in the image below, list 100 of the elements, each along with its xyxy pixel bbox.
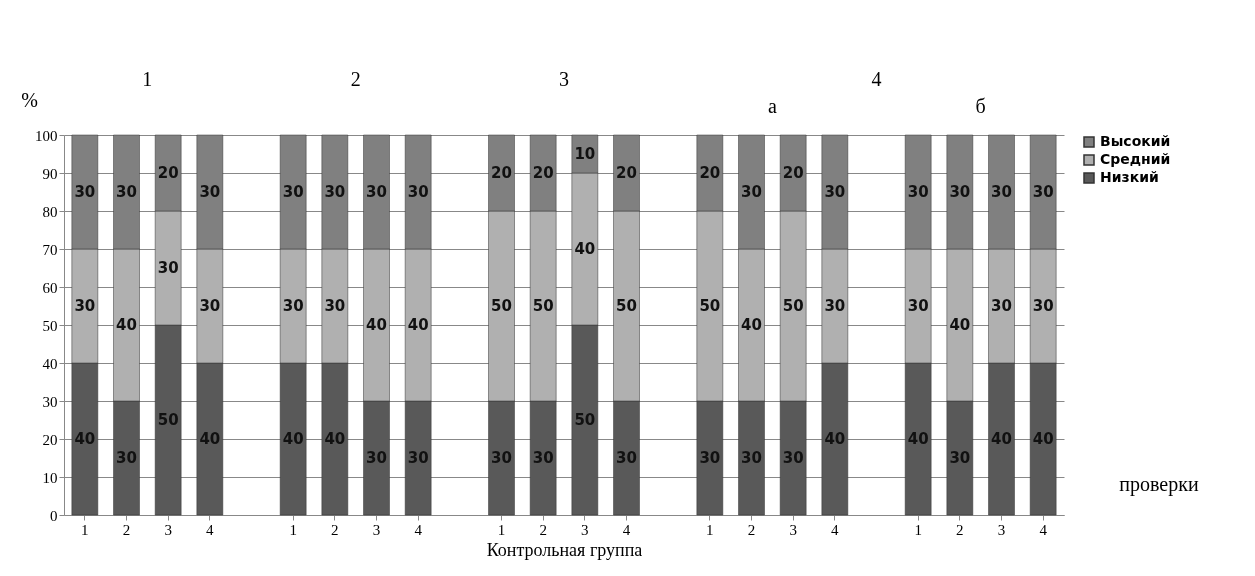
y-tick-label: 80 xyxy=(42,203,58,220)
data-label: 30 xyxy=(407,449,429,467)
y-axis-title: % xyxy=(21,88,38,111)
x-tick-label: 1 xyxy=(706,521,714,538)
data-label: 40 xyxy=(324,430,346,448)
data-label: 30 xyxy=(366,183,387,201)
data-label: 50 xyxy=(532,297,554,315)
y-tick-label: 20 xyxy=(42,431,58,448)
x-tick-label: 1 xyxy=(81,521,89,538)
y-tick-label: 50 xyxy=(42,317,58,334)
x-tick-label: 3 xyxy=(997,521,1006,538)
y-tick-label: 30 xyxy=(42,393,58,410)
data-label: 30 xyxy=(324,297,346,315)
data-label: 40 xyxy=(74,430,96,448)
y-tick-label: 10 xyxy=(42,469,58,486)
data-label: 20 xyxy=(532,164,554,182)
data-label: 30 xyxy=(74,183,96,201)
data-label: 20 xyxy=(616,164,637,182)
data-label: 50 xyxy=(157,411,179,429)
y-tick-label: 70 xyxy=(42,241,58,258)
y-tick-label: 90 xyxy=(42,165,58,182)
data-label: 30 xyxy=(199,183,221,201)
y-tick-label: 100 xyxy=(35,127,58,144)
data-label: 50 xyxy=(699,297,721,315)
data-label: 40 xyxy=(574,240,596,258)
text: проверки xyxy=(1119,473,1199,496)
data-label: 50 xyxy=(782,297,804,315)
legend-label: Средний xyxy=(1100,151,1171,167)
x-tick-label: 3 xyxy=(581,521,589,538)
data-label: 30 xyxy=(199,297,221,315)
data-label: 20 xyxy=(157,164,179,182)
data-label: 30 xyxy=(949,449,971,467)
x-tick-label: 2 xyxy=(747,521,756,538)
x-tick-label: 4 xyxy=(206,521,215,538)
data-label: 30 xyxy=(532,449,554,467)
y-tick-label: 60 xyxy=(42,279,58,296)
x-tick-label: 1 xyxy=(914,521,922,538)
data-label: 30 xyxy=(491,449,512,467)
x-tick-label: 3 xyxy=(789,521,797,538)
data-label: 30 xyxy=(1032,183,1054,201)
text: 2 xyxy=(350,68,361,90)
data-label: 40 xyxy=(366,316,387,334)
data-label: 40 xyxy=(1032,430,1054,448)
y-tick-label: 0 xyxy=(50,507,58,524)
data-label: 50 xyxy=(574,411,596,429)
x-tick-label: 4 xyxy=(414,521,423,538)
data-label: 30 xyxy=(616,449,637,467)
data-label: 30 xyxy=(782,449,804,467)
x-axis-title: Контрольная группа xyxy=(486,539,643,560)
data-label: 40 xyxy=(991,430,1012,448)
x-tick-label: 2 xyxy=(122,521,131,538)
x-tick-label: 1 xyxy=(497,521,506,538)
data-label: 40 xyxy=(741,316,762,334)
data-label: 30 xyxy=(1032,297,1054,315)
x-tick-label: 4 xyxy=(622,521,631,538)
x-tick-label: 2 xyxy=(331,521,339,538)
data-label: 30 xyxy=(991,183,1012,201)
data-label: 20 xyxy=(782,164,804,182)
data-label: 30 xyxy=(699,449,721,467)
text: а xyxy=(767,95,777,117)
x-tick-label: 4 xyxy=(1039,521,1048,538)
data-label: 30 xyxy=(824,183,846,201)
data-label: 10 xyxy=(574,145,596,163)
text: 1 xyxy=(142,68,153,90)
data-label: 30 xyxy=(282,297,304,315)
data-label: 30 xyxy=(74,297,96,315)
data-label: 30 xyxy=(741,449,762,467)
x-tick-label: 3 xyxy=(372,521,381,538)
data-label: 30 xyxy=(282,183,304,201)
data-label: 30 xyxy=(949,183,971,201)
text: б xyxy=(975,95,986,117)
data-label: 40 xyxy=(824,430,846,448)
data-label: 30 xyxy=(157,259,179,277)
data-label: 30 xyxy=(324,183,346,201)
x-tick-label: 2 xyxy=(539,521,547,538)
data-label: 20 xyxy=(699,164,721,182)
data-label: 30 xyxy=(116,183,137,201)
text: 4 xyxy=(871,68,882,90)
data-label: 30 xyxy=(991,297,1012,315)
data-label: 40 xyxy=(949,316,971,334)
data-label: 30 xyxy=(407,183,429,201)
data-label: 50 xyxy=(616,297,637,315)
x-tick-label: 1 xyxy=(289,521,297,538)
data-label: 40 xyxy=(116,316,137,334)
legend-label: Низкий xyxy=(1100,169,1159,185)
data-label: 30 xyxy=(741,183,762,201)
data-label: 30 xyxy=(366,449,387,467)
x-tick-label: 2 xyxy=(956,521,964,538)
text: 3 xyxy=(559,68,569,90)
legend-label: Высокий xyxy=(1100,133,1171,149)
x-tick-label: 3 xyxy=(164,521,172,538)
data-label: 20 xyxy=(491,164,512,182)
data-label: 30 xyxy=(116,449,137,467)
data-label: 40 xyxy=(282,430,304,448)
x-tick-label: 4 xyxy=(831,521,840,538)
data-label: 30 xyxy=(824,297,846,315)
data-label: 40 xyxy=(199,430,221,448)
data-label: 30 xyxy=(907,297,929,315)
data-label: 50 xyxy=(491,297,512,315)
data-label: 30 xyxy=(907,183,929,201)
